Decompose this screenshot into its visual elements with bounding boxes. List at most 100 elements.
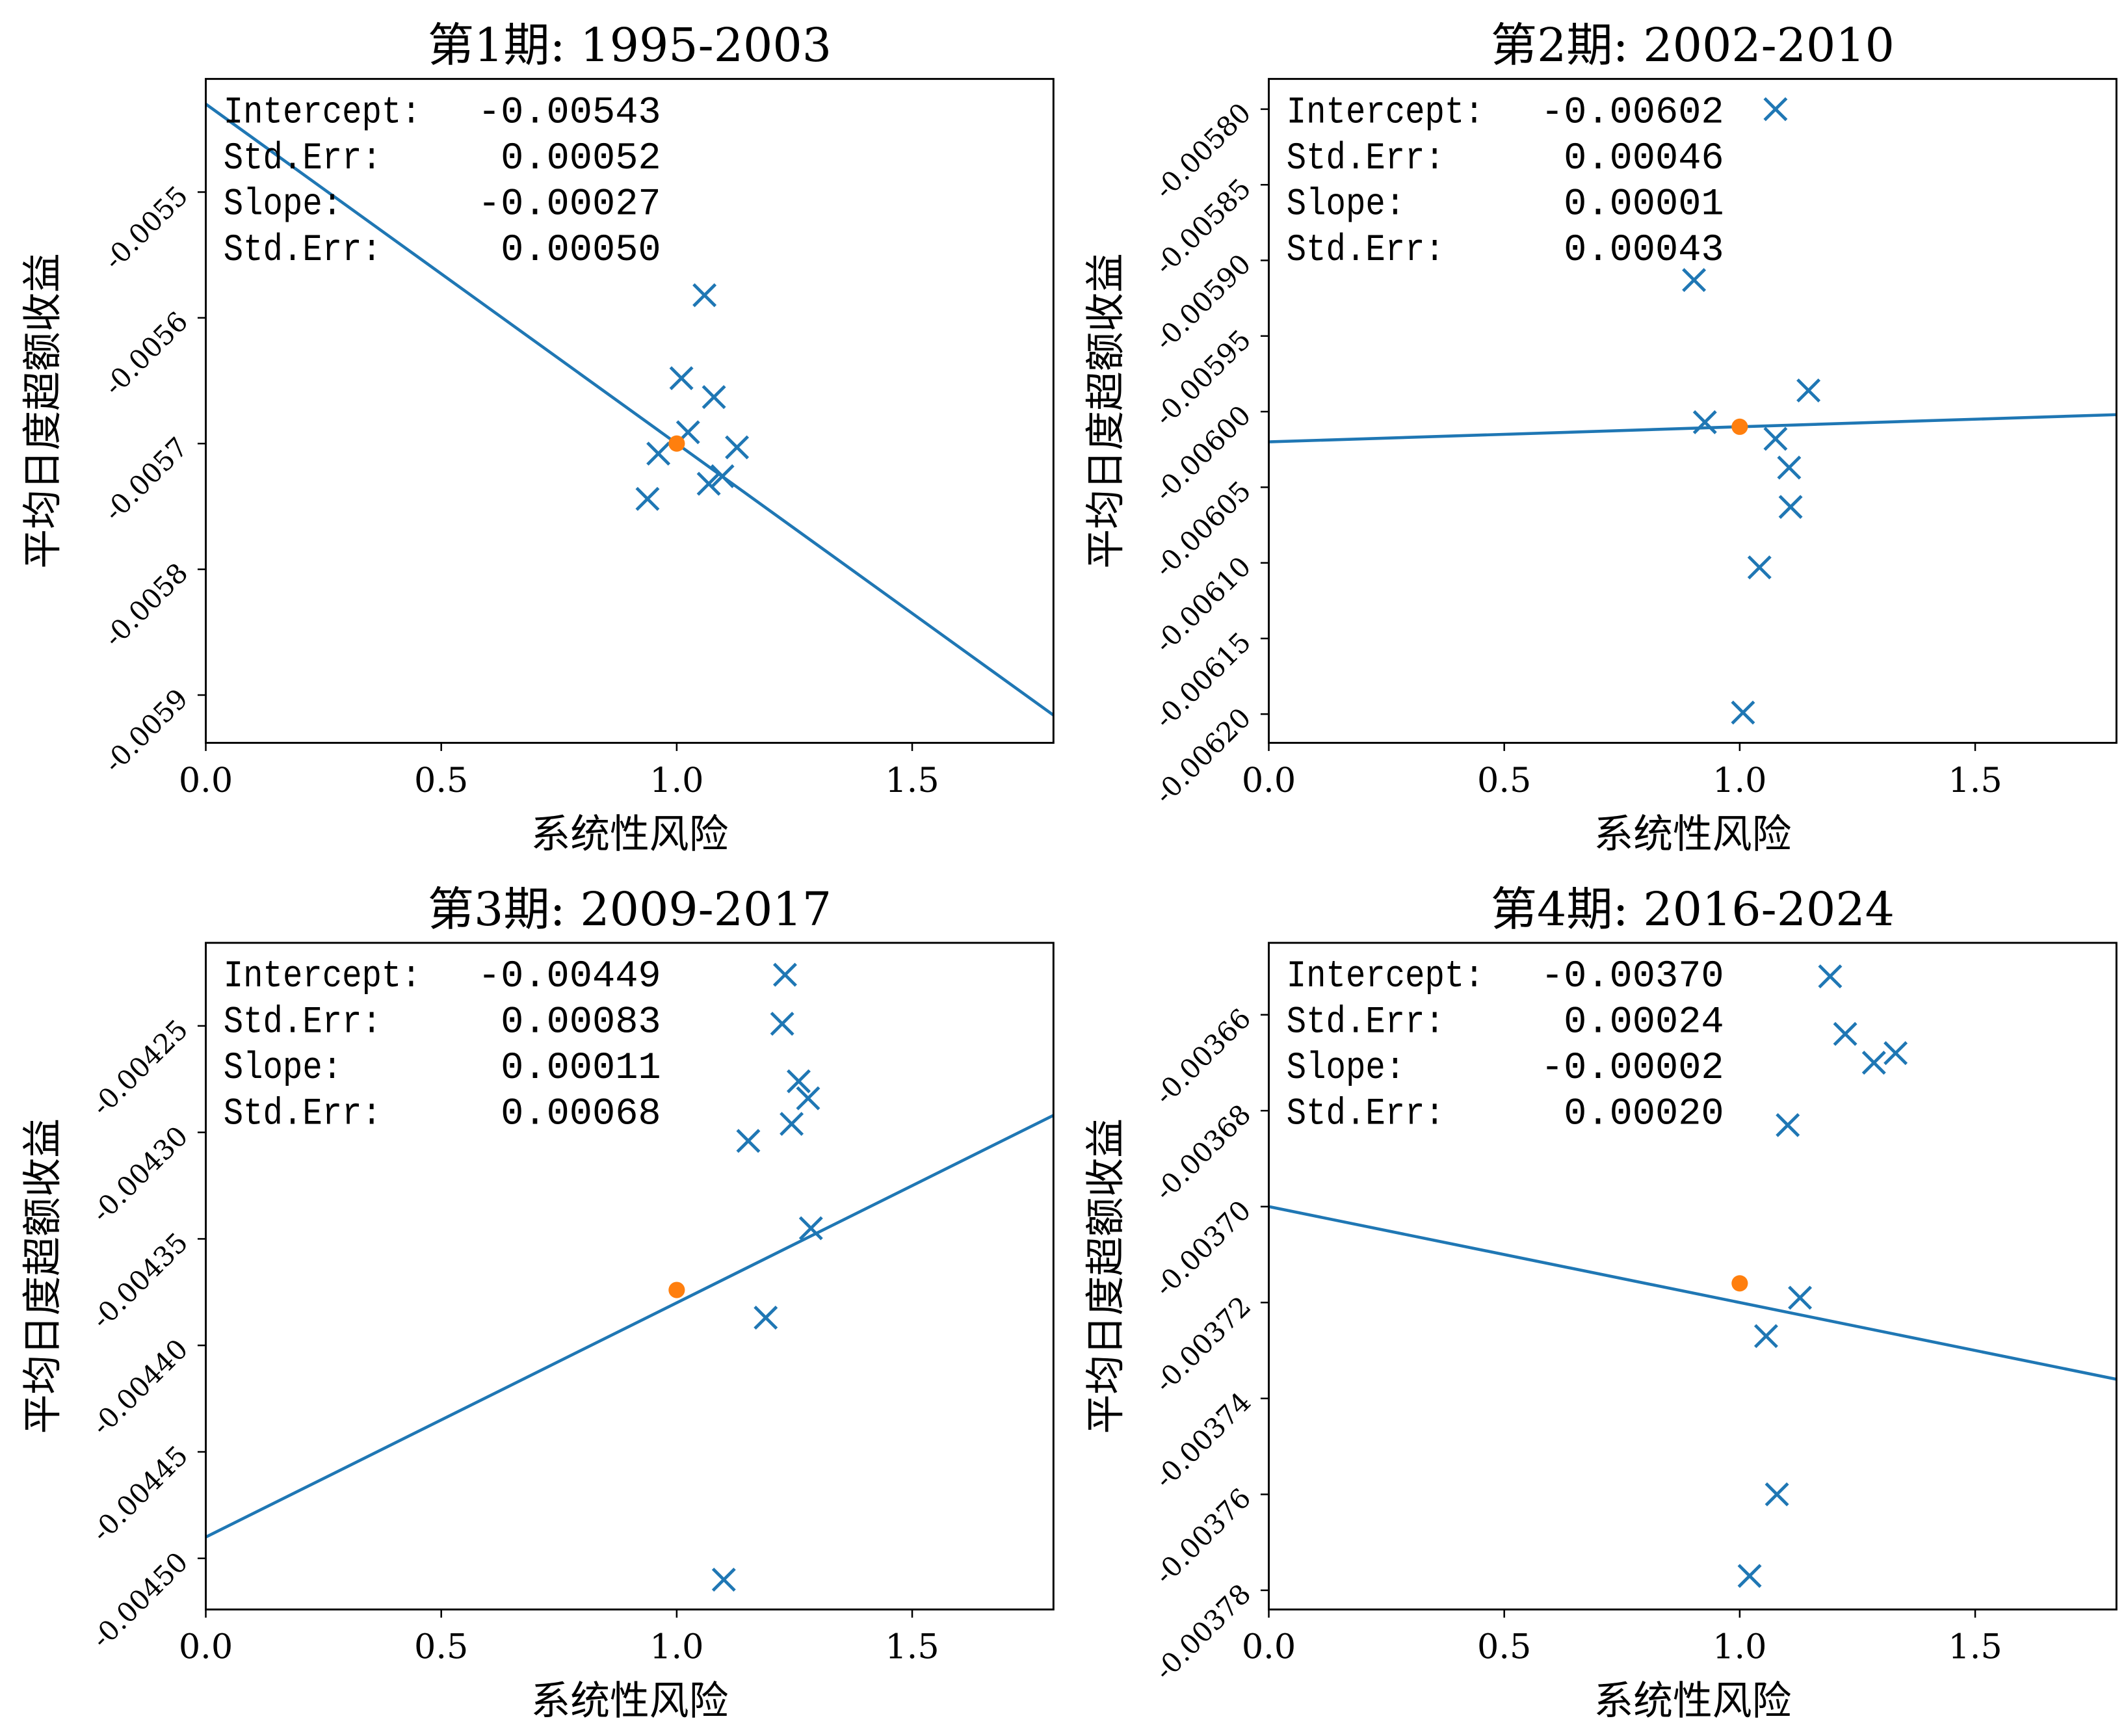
marker-stroke: [798, 1216, 823, 1241]
data-point-marker: [1763, 427, 1788, 451]
stat-label: Slope:: [224, 182, 342, 226]
y-tick-label: -0.00445: [85, 1440, 194, 1548]
chart-title: 第4期: 2016-2024: [1491, 882, 1895, 936]
stat-label: Intercept:: [224, 90, 421, 134]
stat-label: Slope:: [1287, 1046, 1405, 1090]
x-tick-label: 0.0: [179, 1627, 233, 1667]
data-point-marker: [1777, 455, 1802, 480]
axes-frame: [1268, 941, 2118, 1611]
data-point-marker: [1753, 1324, 1778, 1348]
stat-label: Std.Err:: [1287, 228, 1445, 272]
regression-line: [205, 1114, 1054, 1539]
y-tick-label: -0.00368: [1148, 1098, 1257, 1207]
marker-stroke: [1776, 1112, 1800, 1137]
marker-stroke: [780, 1112, 804, 1136]
marker-stroke: [1737, 1564, 1762, 1588]
data-point-marker: [1788, 1285, 1813, 1310]
data-point-marker: [798, 1216, 823, 1241]
data-point-marker: [772, 962, 797, 987]
mean-point: [668, 1282, 685, 1298]
stat-label: Intercept:: [1287, 90, 1484, 134]
y-axis-label: 平均日度超额收益: [1083, 253, 1129, 568]
stat-label: Slope:: [224, 1046, 342, 1090]
y-axis-label: 平均日度超额收益: [20, 253, 66, 568]
data-point-marker: [711, 1568, 736, 1592]
marker-stroke: [692, 283, 717, 308]
chart-title: 第2期: 2002-2010: [1491, 18, 1895, 72]
marker-stroke: [696, 471, 721, 496]
axes-frame: [1268, 77, 2118, 744]
stat-value: -0.00027: [478, 182, 661, 226]
x-tick-label: 1.0: [1713, 761, 1766, 800]
data-point-marker: [1737, 1564, 1762, 1588]
data-point-marker: [780, 1112, 804, 1136]
plot-area: [1268, 964, 2117, 1588]
stat-value: -0.00370: [1541, 954, 1724, 998]
marker-stroke: [1883, 1041, 1908, 1066]
y-tick-label: -0.00425: [85, 1014, 194, 1122]
stat-label: Std.Err:: [224, 137, 382, 180]
marker-stroke: [1682, 268, 1707, 293]
y-tick-label: -0.00374: [1148, 1386, 1257, 1495]
y-tick-label: -0.00372: [1148, 1290, 1257, 1399]
marker-stroke: [772, 962, 797, 987]
x-tick-label: 1.0: [1713, 1627, 1766, 1667]
stat-label: Std.Err:: [224, 1001, 382, 1044]
stat-value: 0.00052: [501, 137, 661, 180]
regression-line: [1268, 1205, 2117, 1381]
y-tick-label: -0.00430: [85, 1120, 194, 1228]
data-point-marker: [1883, 1041, 1908, 1066]
marker-stroke: [702, 385, 726, 410]
plot-area: [205, 962, 1054, 1592]
marker-stroke: [669, 366, 694, 391]
data-point-marker: [635, 486, 660, 511]
x-tick-label: 0.0: [1242, 1627, 1296, 1667]
data-point-marker: [1818, 964, 1843, 989]
data-point-marker: [710, 464, 735, 488]
data-point-marker: [1833, 1021, 1857, 1046]
x-tick-label: 0.0: [179, 761, 233, 800]
y-tick-label: -0.00366: [1148, 1003, 1257, 1111]
data-point-marker: [1796, 378, 1821, 402]
data-point-marker: [1682, 268, 1707, 293]
stat-value: 0.00083: [501, 1001, 661, 1044]
y-axis-label: 平均日度超额收益: [20, 1118, 66, 1434]
x-tick-label: 0.5: [414, 1627, 468, 1667]
stat-label: Std.Err:: [224, 228, 382, 272]
y-tick-label: -0.00376: [1148, 1482, 1257, 1590]
data-point-marker: [725, 435, 750, 460]
stat-value: -0.00602: [1541, 90, 1724, 134]
chart-title: 第3期: 2009-2017: [428, 882, 832, 936]
x-axis-label: 系统性风险: [531, 812, 728, 858]
stat-value: 0.00046: [1564, 137, 1724, 180]
data-point-marker: [692, 283, 717, 308]
data-point-marker: [1778, 495, 1803, 519]
data-point-marker: [1747, 555, 1772, 580]
stat-label: Intercept:: [224, 954, 421, 998]
x-tick-label: 1.0: [650, 1627, 703, 1667]
data-point-marker: [646, 441, 671, 466]
marker-stroke: [1777, 455, 1802, 480]
marker-stroke: [646, 441, 671, 466]
marker-stroke: [1731, 700, 1755, 725]
plot-area: [205, 103, 1054, 717]
y-tick-label: -0.0058: [98, 557, 194, 653]
data-point-marker: [696, 471, 721, 496]
stat-value: -0.00543: [478, 90, 661, 134]
x-tick-label: 0.5: [1477, 1627, 1531, 1667]
marker-stroke: [725, 435, 750, 460]
regression-line: [205, 103, 1054, 717]
marker-stroke: [1778, 495, 1803, 519]
stat-value: 0.00068: [501, 1092, 661, 1136]
mean-point: [1731, 1275, 1748, 1292]
mean-point: [668, 435, 685, 452]
x-tick-label: 1.5: [885, 1627, 939, 1667]
data-point-marker: [754, 1306, 778, 1330]
stat-label: Std.Err:: [1287, 1001, 1445, 1044]
stat-value: 0.00020: [1564, 1092, 1724, 1136]
chart-title: 第1期: 1995-2003: [428, 18, 832, 72]
marker-stroke: [796, 1086, 820, 1111]
y-tick-label: -0.0056: [98, 306, 194, 402]
